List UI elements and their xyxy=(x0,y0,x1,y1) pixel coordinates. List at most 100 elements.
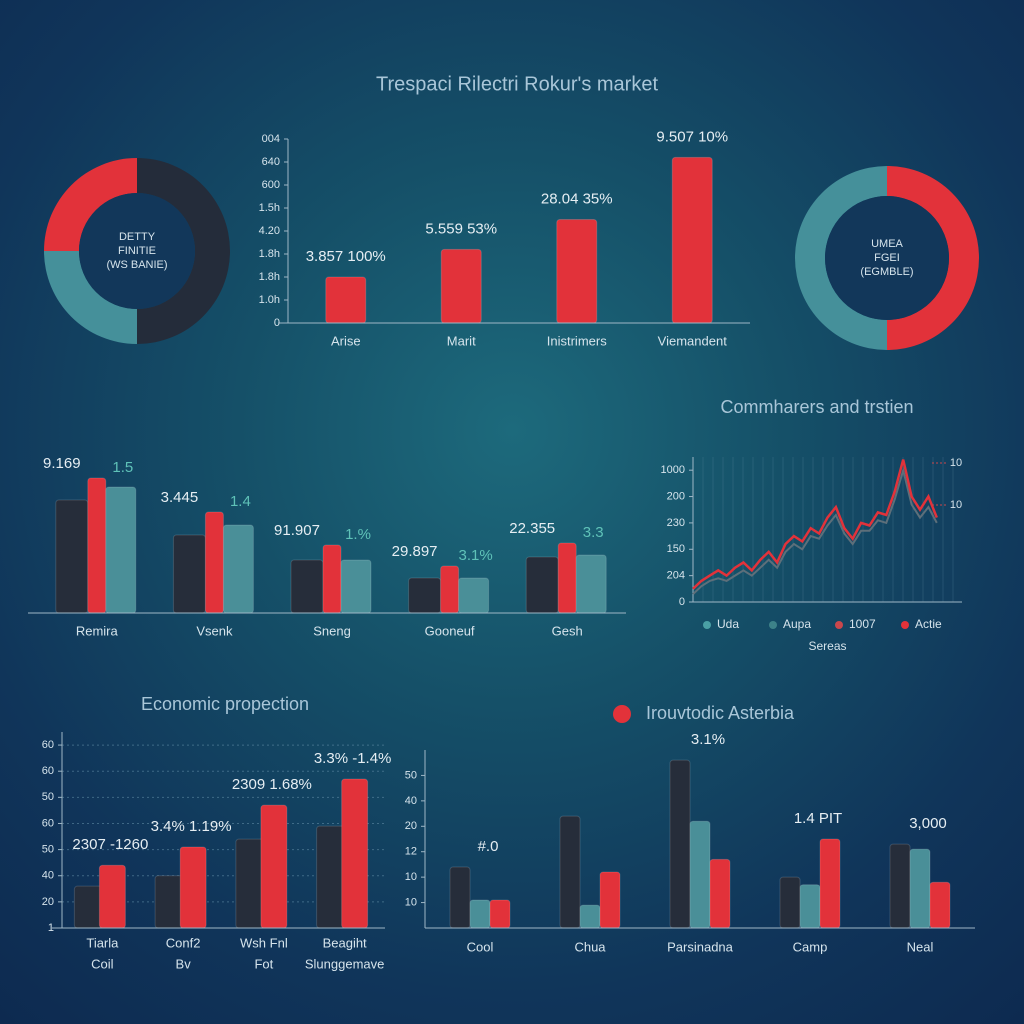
bar xyxy=(671,156,713,324)
annotation: 9.169 xyxy=(43,455,81,472)
donut-slice xyxy=(795,166,887,350)
annotation: 1.% xyxy=(345,526,371,543)
donut-hole xyxy=(825,196,949,320)
bar xyxy=(98,864,126,929)
y-tick-label: 60 xyxy=(42,817,54,829)
bar xyxy=(105,486,137,614)
center-text: FGEI xyxy=(874,252,900,264)
y-tick-label: 60 xyxy=(42,765,54,777)
bar xyxy=(290,559,324,614)
y-tick-label: 60 xyxy=(42,739,54,751)
y-tick-label: 150 xyxy=(667,543,685,555)
x-tick-label: Gooneuf xyxy=(425,623,475,638)
annotation: 3.4% 1.19% xyxy=(151,818,232,835)
donut-slice xyxy=(137,158,230,344)
bar xyxy=(819,838,841,929)
center-text: FINITIE xyxy=(118,245,156,257)
bar xyxy=(340,559,372,614)
bar xyxy=(709,858,731,929)
bar xyxy=(889,843,911,929)
y-tick-label: 1 xyxy=(48,922,54,934)
x-tick-label: Gesh xyxy=(552,623,583,638)
x-tick-label: Slunggemave xyxy=(305,956,385,971)
legend-swatch xyxy=(835,621,843,629)
bar xyxy=(575,554,607,614)
x-tick-label: Neal xyxy=(907,939,934,954)
annotation: 5.559 53% xyxy=(425,220,497,237)
annotation: 22.355 xyxy=(509,520,555,537)
donut-slice xyxy=(44,158,137,251)
annotation: 10 xyxy=(950,457,962,469)
y-tick-label: 1.0h xyxy=(259,294,280,306)
bar xyxy=(55,499,89,614)
legend-title: Sereas xyxy=(808,639,846,653)
x-tick-label: Remira xyxy=(76,623,119,638)
bar xyxy=(341,778,369,929)
x-tick-label: Fot xyxy=(254,956,273,971)
bar xyxy=(599,871,621,929)
y-tick-label: 600 xyxy=(262,179,280,191)
annotation: #.0 xyxy=(478,838,499,855)
x-tick-label: Tiarla xyxy=(86,935,119,950)
bar xyxy=(408,577,442,614)
bar xyxy=(179,846,207,929)
legend-label: Uda xyxy=(717,617,739,631)
annotation: 3.857 100% xyxy=(306,248,386,265)
y-tick-label: 004 xyxy=(262,133,280,145)
chart-title: Economic propection xyxy=(141,694,309,714)
y-tick-label: 20 xyxy=(42,896,54,908)
bar xyxy=(172,534,206,614)
y-tick-label: 20 xyxy=(405,820,417,832)
donut-hole xyxy=(79,193,195,309)
chart-title: Commharers and trstien xyxy=(720,397,913,417)
center-text: (EGMBLE) xyxy=(860,266,913,278)
bar xyxy=(669,759,691,929)
annotation: 29.897 xyxy=(392,543,438,560)
annotation: 3.445 xyxy=(161,489,199,506)
bar xyxy=(440,248,482,324)
bar xyxy=(556,219,598,324)
center-text: DETTY xyxy=(119,231,156,243)
annotation: 3,000 xyxy=(909,815,947,832)
x-tick-label: Vsenk xyxy=(196,623,233,638)
bar xyxy=(469,899,491,929)
x-tick-label: Bv xyxy=(176,956,192,971)
annotation: 3.1% xyxy=(458,547,492,564)
x-tick-label: Sneng xyxy=(313,623,351,638)
donut-slice xyxy=(44,251,137,344)
x-tick-label: Parsinadna xyxy=(667,939,734,954)
y-tick-label: 50 xyxy=(42,844,54,856)
bar xyxy=(440,565,460,614)
bar xyxy=(579,904,601,929)
donut-slice xyxy=(887,166,979,350)
bar xyxy=(909,848,931,929)
x-tick-label: Wsh Fnl xyxy=(240,935,288,950)
annotation: 3.3 xyxy=(583,524,604,541)
y-tick-label: 40 xyxy=(42,870,54,882)
page-title: Trespaci Rilectri Rokur's market xyxy=(376,73,658,95)
y-tick-label: 1000 xyxy=(661,464,685,476)
y-tick-label: 1.5h xyxy=(259,202,280,214)
annotation: 2307 -1260 xyxy=(72,836,148,853)
x-tick-label: Coil xyxy=(91,956,114,971)
legend-swatch xyxy=(703,621,711,629)
annotation: 10 xyxy=(950,499,962,511)
legend-swatch xyxy=(901,621,909,629)
bar xyxy=(322,544,342,614)
bar xyxy=(779,876,801,929)
annotation: 1.4 xyxy=(230,493,251,510)
y-tick-label: 10 xyxy=(405,871,417,883)
line xyxy=(692,466,938,595)
bar xyxy=(458,577,490,614)
bar xyxy=(689,820,711,929)
center-text: UMEA xyxy=(871,238,903,250)
bar xyxy=(204,511,224,614)
y-tick-label: 1.8h xyxy=(259,248,280,260)
bar xyxy=(87,477,107,614)
annotation: 28.04 35% xyxy=(541,190,613,207)
bar xyxy=(799,884,821,929)
y-tick-label: 204 xyxy=(667,570,685,582)
annotation: 1.5 xyxy=(112,459,133,476)
bar xyxy=(489,899,511,929)
